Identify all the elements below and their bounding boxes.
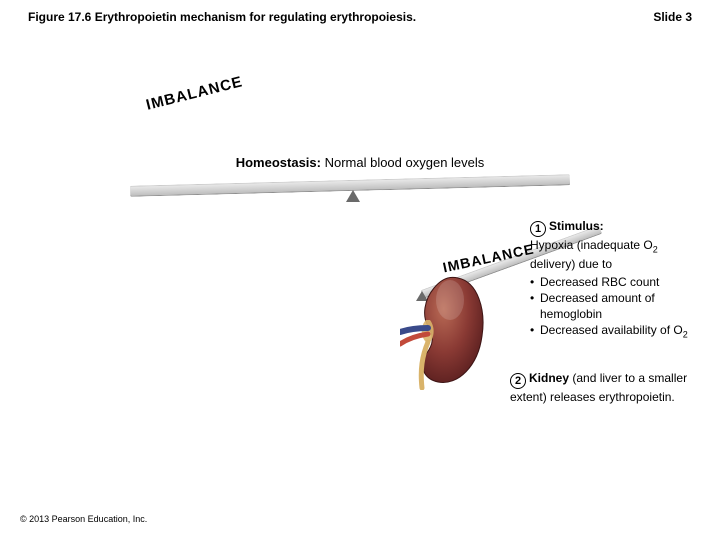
- step-1-lead-a: Hypoxia (inadequate O: [530, 238, 653, 252]
- figure-title: Figure 17.6 Erythropoietin mechanism for…: [28, 10, 416, 24]
- step-1-heading-text: Stimulus:: [549, 219, 604, 233]
- step-1-bullet-list: Decreased RBC count Decreased amount of …: [530, 274, 702, 341]
- step-2-block: 2Kidney (and liver to a smaller extent) …: [510, 370, 690, 405]
- copyright-text: © 2013 Pearson Education, Inc.: [20, 514, 147, 524]
- slide-number: Slide 3: [653, 10, 692, 24]
- step-1-bullet: Decreased availability of O2: [530, 322, 702, 341]
- homeostasis-label: Homeostasis:: [236, 155, 321, 170]
- step-1-bullet: Decreased RBC count: [530, 274, 702, 290]
- step-1-bullet-3-sub: 2: [683, 330, 688, 340]
- homeostasis-heading: Homeostasis: Normal blood oxygen levels: [0, 155, 720, 170]
- step-1-bullet: Decreased amount of hemoglobin: [530, 290, 702, 322]
- step-1-lead-b: delivery) due to: [530, 257, 612, 271]
- step-1-lead: Hypoxia (inadequate O2 delivery) due to: [530, 237, 702, 272]
- step-1-lead-sub: 2: [653, 244, 658, 254]
- step-1-heading: 1Stimulus:: [530, 218, 702, 237]
- step-1-block: 1Stimulus: Hypoxia (inadequate O2 delive…: [530, 218, 702, 341]
- homeostasis-text: Normal blood oxygen levels: [321, 155, 484, 170]
- imbalance-label-top: IMBALANCE: [144, 73, 244, 113]
- kidney-icon: [400, 270, 490, 390]
- step-2-number-icon: 2: [510, 373, 526, 389]
- step-2-strong: Kidney: [529, 371, 569, 385]
- step-1-number-icon: 1: [530, 221, 546, 237]
- step-1-bullet-3-text: Decreased availability of O: [540, 323, 683, 337]
- fulcrum-top: [346, 190, 360, 202]
